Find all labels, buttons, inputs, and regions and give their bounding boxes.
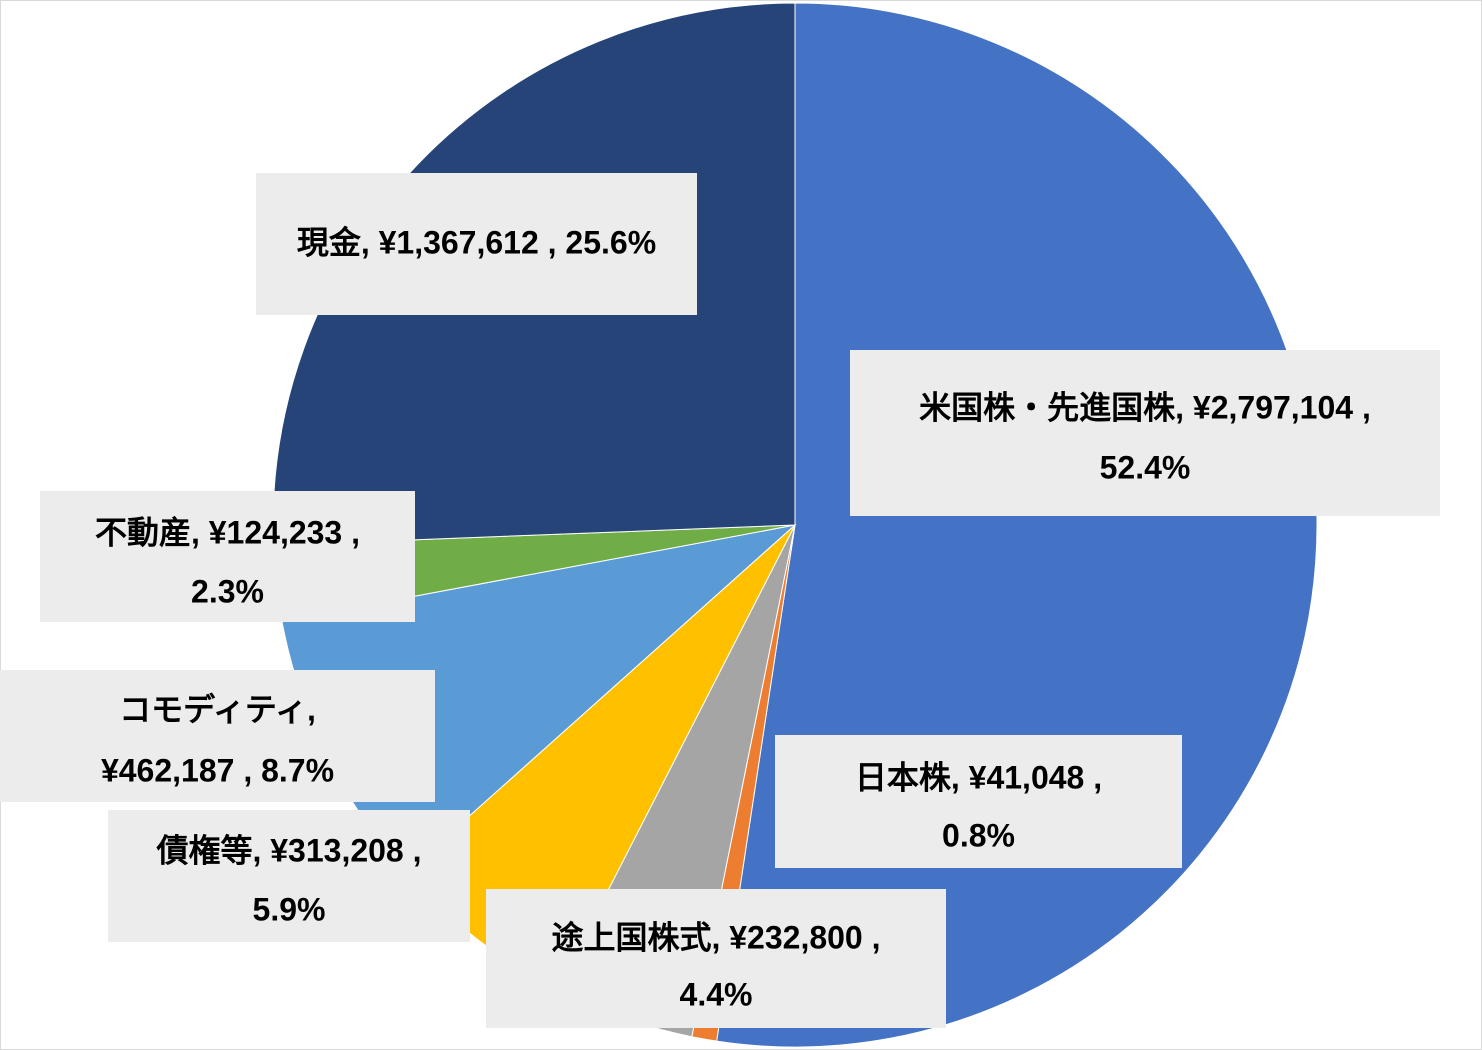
data-label: 途上国株式, ¥232,800 , [551, 919, 880, 955]
data-label: 現金, ¥1,367,612 , 25.6% [297, 224, 656, 260]
data-label: 0.8% [942, 817, 1015, 853]
data-label: 5.9% [253, 891, 326, 927]
data-label: 52.4% [1100, 449, 1191, 485]
data-label-box [108, 810, 470, 942]
data-label: 債権等, ¥313,208 , [155, 832, 421, 868]
data-label-box [775, 735, 1182, 868]
data-label: 4.4% [680, 976, 753, 1012]
data-label: 日本株, ¥41,048 , [855, 759, 1102, 795]
data-label: 米国株・先進国株, ¥2,797,104 , [919, 389, 1371, 425]
data-label-box [256, 173, 697, 315]
data-label-box [850, 350, 1440, 516]
data-label: ¥462,187 , 8.7% [101, 752, 334, 788]
data-label: 2.3% [191, 573, 264, 609]
data-label: 不動産, ¥124,233 , [95, 514, 360, 550]
data-label-box [40, 491, 415, 622]
data-label-box [0, 670, 435, 802]
data-label-box [486, 889, 946, 1028]
data-label: コモディティ, [119, 691, 316, 727]
